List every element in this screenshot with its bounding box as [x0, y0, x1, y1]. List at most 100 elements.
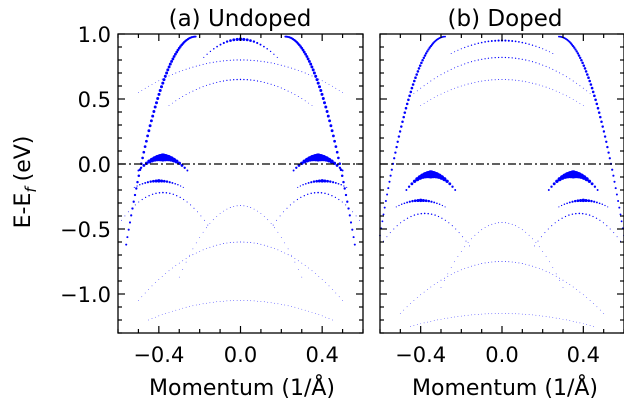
band-point	[270, 83, 272, 85]
band-point	[443, 72, 445, 74]
band-point	[342, 92, 343, 93]
band-point	[301, 262, 303, 264]
band-point	[597, 111, 601, 114]
band-point	[139, 166, 143, 169]
band-point	[236, 300, 238, 301]
band-point	[412, 179, 417, 184]
band-point	[144, 87, 146, 89]
band-point	[464, 268, 466, 269]
band-point	[464, 246, 466, 248]
band-point	[491, 57, 493, 59]
band-point	[420, 294, 422, 296]
band-point	[410, 326, 411, 327]
band-point	[593, 303, 594, 304]
band-point	[562, 279, 564, 281]
band-point	[518, 262, 520, 264]
band-point	[434, 214, 436, 216]
band-point	[462, 236, 464, 238]
band-point	[145, 139, 148, 143]
band-point	[603, 313, 605, 314]
band-point	[454, 261, 455, 263]
band-point	[471, 265, 472, 267]
band-point	[545, 270, 547, 272]
band-point	[494, 222, 496, 224]
band-point	[411, 83, 415, 86]
band-point	[531, 44, 534, 46]
band-point	[454, 87, 456, 89]
band-point	[161, 81, 165, 85]
band-point	[338, 198, 340, 201]
band-point	[521, 41, 524, 44]
band-point	[614, 187, 617, 190]
band-point	[142, 150, 146, 154]
band-point	[589, 83, 593, 86]
band-point	[209, 62, 211, 64]
band-point	[598, 202, 601, 205]
band-point	[552, 68, 554, 70]
band-point	[341, 169, 344, 172]
band-point	[257, 243, 258, 245]
band-point	[297, 96, 299, 97]
band-point	[274, 248, 275, 249]
band-point	[266, 48, 268, 50]
band-point	[133, 193, 137, 197]
band-point	[480, 41, 483, 44]
band-point	[304, 265, 306, 266]
band-point	[199, 87, 201, 89]
band-point	[355, 215, 357, 217]
band-point	[481, 80, 483, 82]
band-point	[417, 213, 419, 215]
band-point	[283, 211, 284, 213]
band-point	[586, 73, 589, 76]
band-point	[555, 317, 557, 319]
band-point	[398, 130, 402, 133]
band-point	[444, 35, 446, 38]
band-point	[607, 151, 610, 154]
band-point	[134, 204, 136, 206]
band-point	[287, 305, 289, 307]
band-point	[287, 248, 289, 250]
band-point	[223, 243, 224, 245]
band-point	[421, 198, 425, 203]
band-point	[263, 61, 265, 63]
band-point	[335, 87, 337, 89]
band-point	[433, 78, 435, 80]
band-point	[501, 222, 503, 223]
band-point	[333, 139, 336, 143]
band-point	[315, 313, 316, 314]
band-point	[340, 174, 344, 178]
band-point	[304, 100, 306, 102]
band-point	[381, 220, 384, 223]
band-point	[535, 83, 537, 85]
band-point	[168, 311, 170, 313]
band-point	[398, 204, 400, 207]
band-point	[206, 302, 207, 304]
band-point	[334, 196, 337, 199]
band-point	[406, 306, 408, 308]
band-point	[467, 266, 469, 268]
band-point	[424, 52, 428, 55]
band-point	[583, 67, 587, 70]
band-point	[504, 39, 507, 42]
band-point	[203, 56, 205, 58]
band-point	[267, 82, 269, 84]
band-point	[497, 39, 500, 42]
band-point	[477, 231, 479, 233]
band-point	[165, 192, 168, 194]
band-point	[165, 273, 166, 274]
band-point	[584, 198, 588, 203]
band-point	[589, 93, 591, 95]
band-point	[332, 319, 333, 321]
band-point	[321, 279, 323, 280]
band-point	[232, 38, 236, 42]
band-point	[508, 313, 510, 314]
band-point	[587, 76, 590, 79]
band-point	[494, 79, 496, 81]
band-point	[175, 50, 179, 54]
band-point	[558, 219, 560, 221]
band-point	[464, 315, 466, 317]
band-point	[559, 277, 560, 279]
band-point	[260, 301, 262, 302]
band-point	[469, 245, 470, 247]
band-point	[491, 313, 493, 315]
